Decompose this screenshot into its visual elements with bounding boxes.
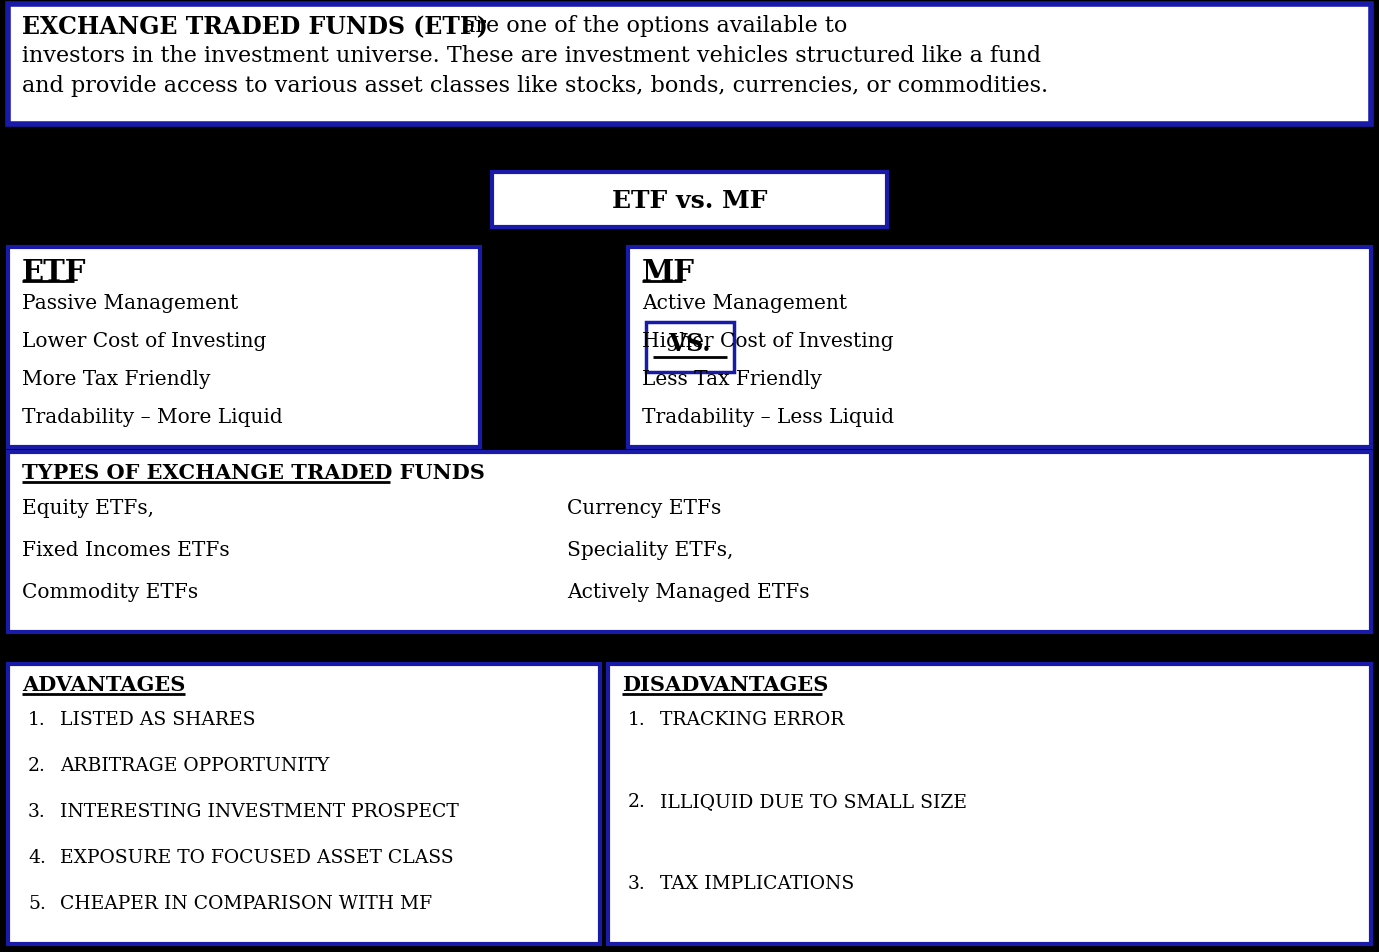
- Text: 4.: 4.: [28, 848, 46, 866]
- Text: ETF vs. MF: ETF vs. MF: [612, 188, 767, 212]
- Text: 1.: 1.: [627, 710, 645, 728]
- Text: EXCHANGE TRADED FUNDS (ETF): EXCHANGE TRADED FUNDS (ETF): [22, 15, 488, 39]
- Text: ARBITRAGE OPPORTUNITY: ARBITRAGE OPPORTUNITY: [61, 756, 330, 774]
- Text: 3.: 3.: [627, 874, 645, 892]
- FancyBboxPatch shape: [8, 452, 1371, 632]
- Text: More Tax Friendly: More Tax Friendly: [22, 369, 211, 388]
- FancyBboxPatch shape: [8, 664, 600, 944]
- FancyBboxPatch shape: [0, 128, 1379, 243]
- Text: 1.: 1.: [28, 710, 46, 728]
- Text: Equity ETFs,: Equity ETFs,: [22, 499, 154, 518]
- Text: CHEAPER IN COMPARISON WITH MF: CHEAPER IN COMPARISON WITH MF: [61, 894, 432, 912]
- Text: Less Tax Friendly: Less Tax Friendly: [643, 369, 822, 388]
- FancyBboxPatch shape: [627, 248, 1371, 447]
- Text: Actively Managed ETFs: Actively Managed ETFs: [567, 583, 809, 602]
- Text: 2.: 2.: [28, 756, 46, 774]
- Text: 3.: 3.: [28, 803, 46, 820]
- Text: Lower Cost of Investing: Lower Cost of Investing: [22, 331, 266, 350]
- Text: 5.: 5.: [28, 894, 46, 912]
- Text: 2.: 2.: [627, 792, 645, 810]
- FancyBboxPatch shape: [8, 5, 1371, 125]
- Text: EXPOSURE TO FOCUSED ASSET CLASS: EXPOSURE TO FOCUSED ASSET CLASS: [61, 848, 454, 866]
- Text: Fixed Incomes ETFs: Fixed Incomes ETFs: [22, 541, 230, 560]
- Text: are one of the options available to: are one of the options available to: [455, 15, 847, 37]
- Text: Commodity ETFs: Commodity ETFs: [22, 583, 199, 602]
- Text: ILLIQUID DUE TO SMALL SIZE: ILLIQUID DUE TO SMALL SIZE: [661, 792, 967, 810]
- FancyBboxPatch shape: [0, 634, 1379, 660]
- Text: DISADVANTAGES: DISADVANTAGES: [622, 674, 829, 694]
- Text: ETF: ETF: [22, 258, 87, 287]
- Text: MF: MF: [643, 258, 695, 287]
- FancyBboxPatch shape: [492, 173, 887, 228]
- Text: Passive Management: Passive Management: [22, 293, 239, 312]
- FancyBboxPatch shape: [8, 248, 480, 447]
- Text: Currency ETFs: Currency ETFs: [567, 499, 721, 518]
- Text: Tradability – Less Liquid: Tradability – Less Liquid: [643, 407, 894, 426]
- Text: Tradability – More Liquid: Tradability – More Liquid: [22, 407, 283, 426]
- Text: Higher Cost of Investing: Higher Cost of Investing: [643, 331, 894, 350]
- FancyBboxPatch shape: [608, 664, 1371, 944]
- Text: INTERESTING INVESTMENT PROSPECT: INTERESTING INVESTMENT PROSPECT: [61, 803, 459, 820]
- Text: VS.: VS.: [669, 331, 710, 356]
- Text: Speciality ETFs,: Speciality ETFs,: [567, 541, 734, 560]
- Text: investors in the investment universe. These are investment vehicles structured l: investors in the investment universe. Th…: [22, 45, 1041, 67]
- Text: TRACKING ERROR: TRACKING ERROR: [661, 710, 844, 728]
- Text: and provide access to various asset classes like stocks, bonds, currencies, or c: and provide access to various asset clas…: [22, 75, 1048, 97]
- Text: LISTED AS SHARES: LISTED AS SHARES: [61, 710, 255, 728]
- Text: TYPES OF EXCHANGE TRADED FUNDS: TYPES OF EXCHANGE TRADED FUNDS: [22, 463, 485, 483]
- Text: Active Management: Active Management: [643, 293, 847, 312]
- FancyBboxPatch shape: [645, 323, 734, 372]
- Text: TAX IMPLICATIONS: TAX IMPLICATIONS: [661, 874, 854, 892]
- Text: ADVANTAGES: ADVANTAGES: [22, 674, 185, 694]
